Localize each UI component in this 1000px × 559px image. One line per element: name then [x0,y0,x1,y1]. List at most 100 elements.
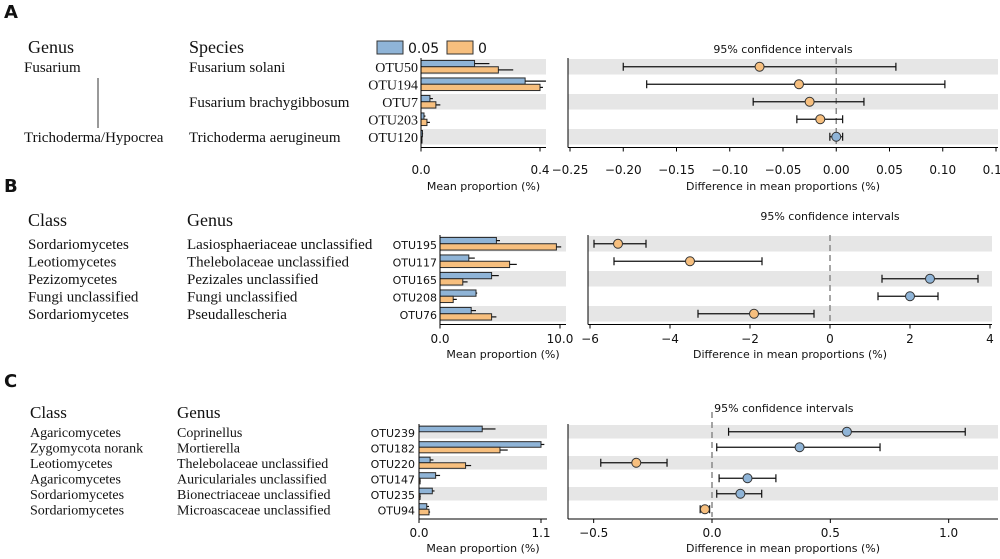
otu-label: OTU220 [371,458,415,471]
genus-label: Pezizales unclassified [187,272,319,288]
class-label: Fungi unclassified [28,289,139,305]
diff-tick-label: −0.10 [711,163,748,177]
diff-tick-label: −6 [581,332,599,346]
panel-label: B [4,176,18,197]
mean-bar-0 [439,260,511,269]
otu-label: OTU76 [400,309,437,322]
col2-header: Genus [177,403,220,422]
mean-bar-005 [418,441,542,448]
otu-label: OTU94 [378,504,415,517]
mean-axis-label: Mean proportion (%) [427,180,540,193]
mean-bar-0 [439,295,454,304]
class-label: Zygomycota norank [30,441,143,456]
diff-tick-label: −0.05 [765,163,802,177]
mean-bar-005 [418,487,433,495]
diff-row-stripe [568,456,998,470]
mean-bar-005 [420,59,476,68]
diff-tick-label: 0.10 [929,163,956,177]
legend-label-005: 0.05 [408,41,439,57]
diff-point [925,273,935,284]
mean-bar-005 [439,254,470,262]
mean-bar-0 [439,278,464,286]
genus-label: Fusarium brachygibbosum [189,95,350,111]
otu-label: OTU117 [393,256,437,269]
mean-axis-label: Mean proportion (%) [446,348,559,361]
class-label: Sordariomycetes [30,503,124,518]
mean-bar-0 [420,101,437,109]
diff-tick-label: −2 [741,332,759,346]
mean-bar-0 [418,446,501,454]
genus-label: Auriculariales unclassified [177,472,327,487]
col2-header: Species [189,37,244,57]
mean-bar-005 [420,94,431,103]
legend-swatch-0 [446,40,474,55]
otu-label: OTU182 [371,442,415,455]
diff-tick-label: 1.0 [939,526,958,540]
legend-swatch-005 [376,40,404,55]
mean-bar-005 [420,77,526,85]
diff-axis-label: Difference in mean proportions (%) [693,348,887,361]
col2-header: Genus [187,210,233,230]
mean-bar-0 [420,83,541,92]
diff-tick-label: −0.5 [579,526,608,540]
mean-bar-0 [439,243,557,251]
mean-bar-0 [420,118,428,127]
otu-label: OTU7 [382,96,418,111]
mean-row-stripe [421,129,546,145]
mean-bar-0 [439,313,493,321]
diff-tick-label: 0.15 [983,163,1000,177]
diff-point [804,96,815,107]
mean-bar-0 [418,462,467,469]
mean-bar-0 [418,508,430,516]
ci-title: 95% confidence intervals [714,402,854,415]
ci-title: 95% confidence intervals [760,210,900,223]
diff-tick-label: −0.20 [605,163,642,177]
ci-title: 95% confidence intervals [713,43,853,56]
mean-bar-005 [418,472,437,479]
diff-point [815,114,826,125]
genus-label: Bionectriaceae unclassified [177,488,331,503]
diff-point [754,61,765,72]
genus-label: Fusarium solani [189,60,285,76]
mean-tick-label: 1.1 [531,526,550,540]
mean-row-stripe [421,94,546,110]
mean-tick-label: 0.0 [430,332,449,346]
diff-point [735,488,746,499]
diff-axis-label: Difference in mean proportions (%) [686,542,880,555]
genus-label: Trichoderma aerugineum [189,130,341,146]
genus-label: Microascaceae unclassified [177,503,331,518]
class-label: Pezizomycetes [28,272,117,288]
diff-point [613,238,623,249]
diff-tick-label: 0 [826,332,834,346]
genus-label: Fungi unclassified [187,289,298,305]
class-label: Trichoderma/Hypocrea [24,130,164,146]
class-label: Sordariomycetes [28,237,129,253]
diff-point [831,131,842,142]
mean-bar-005 [439,289,477,297]
diff-row-stripe [568,487,998,501]
diff-point [794,442,805,453]
mean-tick-label: 0.0 [409,526,428,540]
diff-point [631,457,642,468]
otu-label: OTU120 [368,131,418,146]
mean-bar-005 [418,425,483,433]
mean-bar-005 [418,456,431,464]
diff-point [749,308,759,319]
mean-row-stripe [419,487,547,501]
class-label: Agaricomycetes [30,472,121,487]
diff-tick-label: 0.00 [823,163,850,177]
otu-label: OTU194 [368,78,418,93]
mean-bar-005 [439,306,472,315]
diff-tick-label: 0.05 [876,163,903,177]
genus-label: Thelebolaceae unclassified [187,254,349,270]
diff-point [905,291,915,302]
panel-A: A Genus Species Fusarium Trichoderma/Hypocre… [4,2,1000,193]
mean-axis-label: Mean proportion (%) [426,542,539,555]
otu-label: OTU235 [371,489,415,502]
mean-tick-label: 10.0 [547,332,574,346]
class-label: Sordariomycetes [28,307,129,323]
otu-label: OTU203 [368,113,418,128]
diff-point [699,504,710,515]
